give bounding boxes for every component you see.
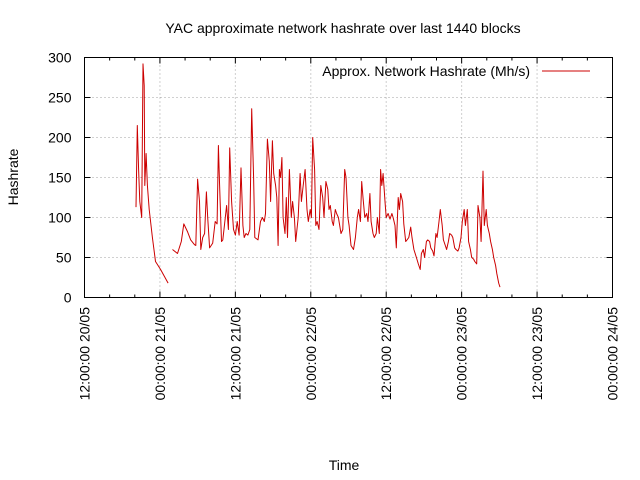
y-tick-label: 100 [48,210,72,226]
chart-title: YAC approximate network hashrate over la… [165,20,520,36]
x-axis-label: Time [329,457,360,473]
plot-frame [84,57,613,298]
y-axis-label: Hashrate [5,148,21,205]
x-tick-label: 12:00:00 20/05 [77,307,93,401]
x-axis-ticks: 12:00:00 20/05 00:00:00 21/05 12:00:00 21/… [77,57,621,401]
x-tick-label: 12:00:00 21/05 [227,307,243,401]
grid-lines [84,57,613,298]
x-tick-label: 00:00:00 22/05 [303,307,319,401]
y-tick-label: 200 [48,130,72,146]
y-tick-label: 50 [56,250,72,266]
y-tick-label: 150 [48,170,72,186]
y-tick-label: 250 [48,90,72,106]
series-line-segment [172,108,501,288]
legend: Approx. Network Hashrate (Mh/s) [322,63,590,79]
y-tick-label: 0 [64,290,72,306]
x-tick-label: 00:00:00 21/05 [152,307,168,401]
series-line-segment [135,63,169,284]
y-tick-label: 300 [48,50,72,66]
x-tick-label: 00:00:00 23/05 [454,307,470,401]
x-tick-label: 00:00:00 24/05 [605,307,621,401]
x-tick-label: 12:00:00 22/05 [378,307,394,401]
series-group [135,63,501,288]
legend-label: Approx. Network Hashrate (Mh/s) [322,63,530,79]
x-tick-label: 12:00:00 23/05 [529,307,545,401]
